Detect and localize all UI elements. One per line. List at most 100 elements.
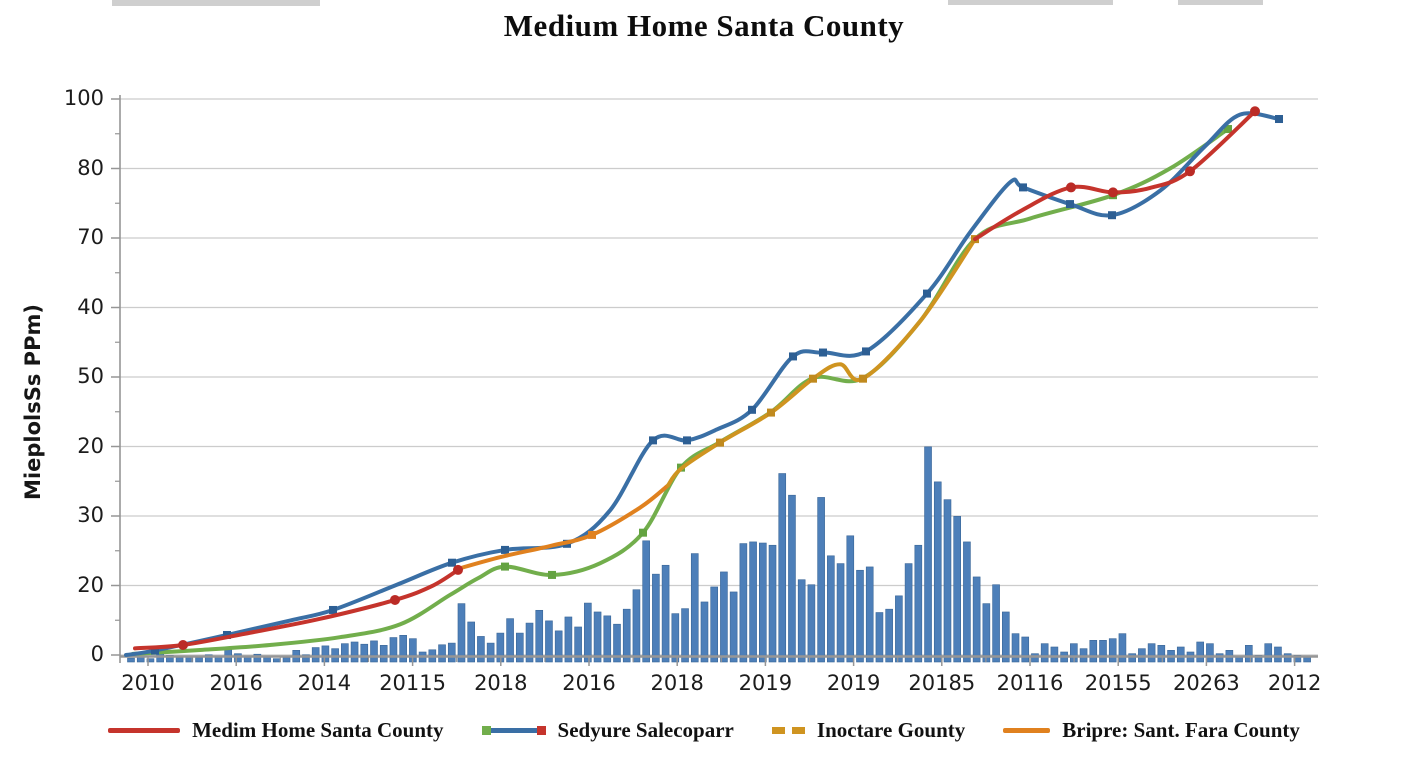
bar [302, 654, 310, 663]
bar [1001, 611, 1010, 663]
x-tick-label: 20116 [996, 671, 1064, 695]
scan-artifact [1178, 0, 1263, 5]
bar [943, 499, 952, 663]
bar [953, 516, 962, 663]
series-line-2 [454, 483, 670, 572]
bar [1050, 646, 1059, 663]
bar [564, 616, 573, 663]
bar [1264, 643, 1273, 663]
bar [914, 544, 923, 663]
bar [817, 497, 825, 663]
bar [447, 642, 456, 663]
legend-label: Medim Home Santa County [192, 718, 444, 742]
bar [360, 643, 369, 663]
series-marker-4 [1250, 106, 1260, 117]
bar [234, 653, 242, 663]
series-marker-0 [862, 347, 870, 356]
bar [1031, 653, 1039, 663]
bar [1215, 653, 1224, 663]
bar [1274, 646, 1282, 663]
series-marker-0 [1019, 183, 1027, 192]
bar [1176, 646, 1185, 663]
series-marker-1 [501, 562, 509, 571]
bar [652, 573, 660, 663]
series-marker-4 [178, 639, 188, 650]
series-marker-2 [588, 530, 596, 539]
y-tick-label: 20 [77, 572, 104, 597]
series-marker-4 [1185, 166, 1195, 177]
y-tick-label: 80 [77, 155, 104, 180]
x-tick-label: 20155 [1084, 671, 1152, 695]
x-tick-label: 20185 [908, 671, 976, 695]
bar [982, 603, 991, 663]
bar [399, 635, 407, 663]
bar [350, 641, 359, 663]
bar [875, 612, 884, 663]
bar [671, 613, 680, 663]
bar [992, 584, 1000, 663]
bar [856, 569, 864, 663]
bar [642, 540, 650, 663]
bar [836, 563, 845, 663]
bar [1021, 636, 1030, 663]
bar [885, 608, 893, 663]
bar [924, 446, 932, 663]
bar [584, 602, 592, 663]
series-marker-0 [923, 289, 931, 298]
bar [370, 640, 378, 663]
bar [457, 603, 466, 663]
orange-line-swatch-icon [1003, 728, 1051, 733]
legend-item-sedyure: Sedyure Salecoparr [481, 718, 734, 743]
series-marker-0 [329, 605, 337, 614]
bar [175, 657, 184, 663]
legend-item-bripre: Bripre: Sant. Fara County [1003, 718, 1300, 743]
bar [778, 473, 787, 663]
bar [1099, 640, 1107, 663]
x-tick-label: 20263 [1172, 671, 1240, 695]
series-marker-0 [1275, 115, 1283, 124]
bar [1245, 645, 1253, 663]
bar [1283, 653, 1292, 663]
bar [574, 626, 582, 663]
series-marker-0 [748, 405, 756, 414]
series-line-1 [131, 127, 1230, 656]
series-marker-4 [390, 594, 400, 605]
legend-item-inoctare: Inoctare Gounty [771, 718, 966, 743]
x-tick-label: 2016 [209, 671, 263, 695]
series-marker-4 [453, 564, 463, 575]
bar [389, 637, 398, 663]
legend: Medim Home Santa County Sedyure Salecopa… [0, 718, 1408, 743]
bar [321, 645, 330, 663]
bar [146, 658, 155, 663]
bar [204, 654, 213, 663]
bar [127, 657, 135, 663]
bar [904, 563, 913, 663]
x-tick-label: 20115 [379, 671, 446, 695]
bar [963, 541, 971, 663]
x-tick-label: 2018 [650, 671, 704, 695]
legend-label: Bripre: Sant. Fara County [1062, 718, 1300, 742]
series-marker-3 [859, 374, 867, 383]
bar [700, 601, 709, 663]
bar [827, 555, 835, 663]
legend-label: Inoctare Gounty [816, 718, 966, 742]
bar [341, 643, 349, 663]
bar [282, 657, 291, 663]
bar [749, 541, 757, 663]
bar [846, 535, 855, 663]
bar [739, 543, 748, 663]
bar [720, 571, 728, 663]
bar [272, 658, 281, 663]
series-marker-0 [448, 558, 456, 567]
chart-title: Medium Home Santa County [503, 8, 905, 43]
x-tick-label: 2016 [562, 671, 616, 695]
bar [797, 579, 806, 663]
bar [1040, 643, 1049, 663]
bar [768, 544, 777, 663]
x-tick-label: 2018 [474, 671, 528, 695]
bar [1011, 633, 1020, 663]
x-tick-label: 2019 [826, 671, 881, 695]
series-line-3 [666, 237, 977, 488]
